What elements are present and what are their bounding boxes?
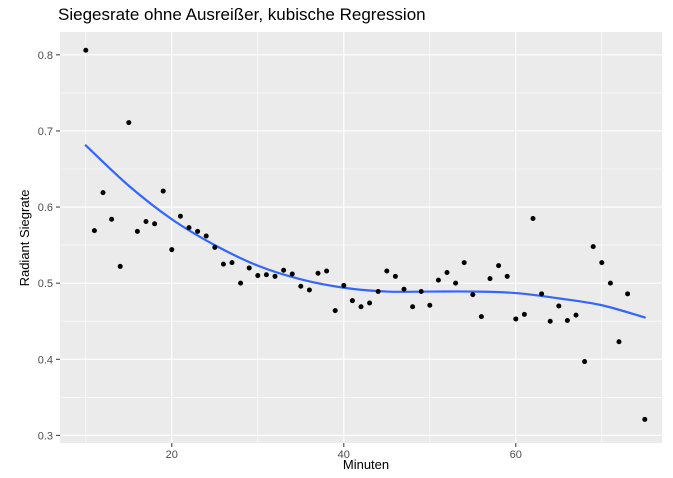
- data-point: [324, 268, 330, 274]
- data-point: [186, 225, 192, 231]
- data-point: [263, 272, 269, 278]
- chart-title: Siegesrate ohne Ausreißer, kubische Regr…: [58, 5, 426, 24]
- data-point: [358, 304, 364, 310]
- data-point: [384, 268, 390, 274]
- data-point: [487, 276, 493, 282]
- data-point: [521, 311, 527, 317]
- data-point: [392, 273, 398, 279]
- data-point: [401, 286, 407, 292]
- y-axis-title: Radiant Siegrate: [17, 190, 32, 287]
- data-point: [367, 300, 373, 306]
- y-axis: 0.3 0.4 0.5 0.6 0.7 0.8: [38, 50, 60, 442]
- data-point: [582, 359, 588, 365]
- data-point: [599, 260, 605, 266]
- data-point: [349, 298, 355, 304]
- data-point: [530, 215, 536, 221]
- data-point: [298, 283, 304, 289]
- data-point: [152, 221, 158, 227]
- x-tick-label: 20: [166, 449, 178, 461]
- data-point: [547, 318, 553, 324]
- data-point: [306, 287, 312, 293]
- y-tick-label: 0.6: [38, 202, 53, 214]
- data-point: [134, 228, 140, 234]
- data-point: [203, 233, 209, 239]
- x-tick-label: 40: [338, 449, 350, 461]
- y-tick-label: 0.3: [38, 430, 53, 442]
- data-point: [375, 289, 381, 295]
- data-point: [470, 292, 476, 298]
- data-point: [461, 260, 467, 266]
- plot-panel: [60, 32, 662, 443]
- data-point: [332, 308, 338, 314]
- data-point: [238, 280, 244, 286]
- data-point: [169, 247, 175, 253]
- data-point: [272, 273, 278, 279]
- data-point: [564, 317, 570, 323]
- data-point: [513, 316, 519, 322]
- y-tick-label: 0.7: [38, 126, 53, 138]
- data-points: [83, 47, 648, 422]
- data-point: [590, 244, 596, 250]
- data-point: [539, 291, 545, 297]
- data-point: [212, 244, 218, 250]
- data-point: [642, 416, 648, 422]
- data-point: [220, 261, 226, 267]
- data-point: [616, 339, 622, 345]
- y-tick-label: 0.8: [38, 50, 53, 62]
- data-point: [91, 228, 97, 234]
- data-point: [418, 289, 424, 295]
- data-point: [229, 260, 235, 266]
- y-tick-label: 0.5: [38, 278, 53, 290]
- data-point: [607, 280, 613, 286]
- data-point: [83, 47, 89, 53]
- data-point: [255, 273, 261, 279]
- data-point: [478, 314, 484, 320]
- data-point: [435, 277, 441, 283]
- regression-line: [84, 144, 646, 319]
- data-point: [444, 270, 450, 276]
- grid-minor: [60, 32, 662, 443]
- x-axis-title: Minuten: [343, 457, 389, 472]
- data-point: [289, 271, 295, 277]
- data-point: [341, 282, 347, 288]
- data-point: [195, 228, 201, 234]
- x-tick-label: 60: [510, 449, 522, 461]
- data-point: [496, 263, 502, 269]
- data-point: [100, 190, 106, 196]
- data-point: [177, 213, 183, 219]
- x-axis: 20 40 60: [166, 443, 522, 461]
- data-point: [315, 270, 321, 276]
- data-point: [109, 216, 115, 222]
- data-point: [126, 120, 132, 126]
- data-point: [427, 302, 433, 308]
- data-point: [117, 263, 123, 269]
- data-point: [143, 219, 149, 225]
- data-point: [625, 291, 631, 297]
- data-point: [160, 188, 166, 194]
- grid-major: [60, 32, 662, 443]
- data-point: [410, 304, 416, 310]
- data-point: [504, 273, 510, 279]
- data-point: [573, 312, 579, 318]
- data-point: [281, 267, 287, 273]
- data-point: [556, 303, 562, 309]
- data-point: [246, 265, 252, 271]
- data-point: [453, 280, 459, 286]
- y-tick-label: 0.4: [38, 354, 53, 366]
